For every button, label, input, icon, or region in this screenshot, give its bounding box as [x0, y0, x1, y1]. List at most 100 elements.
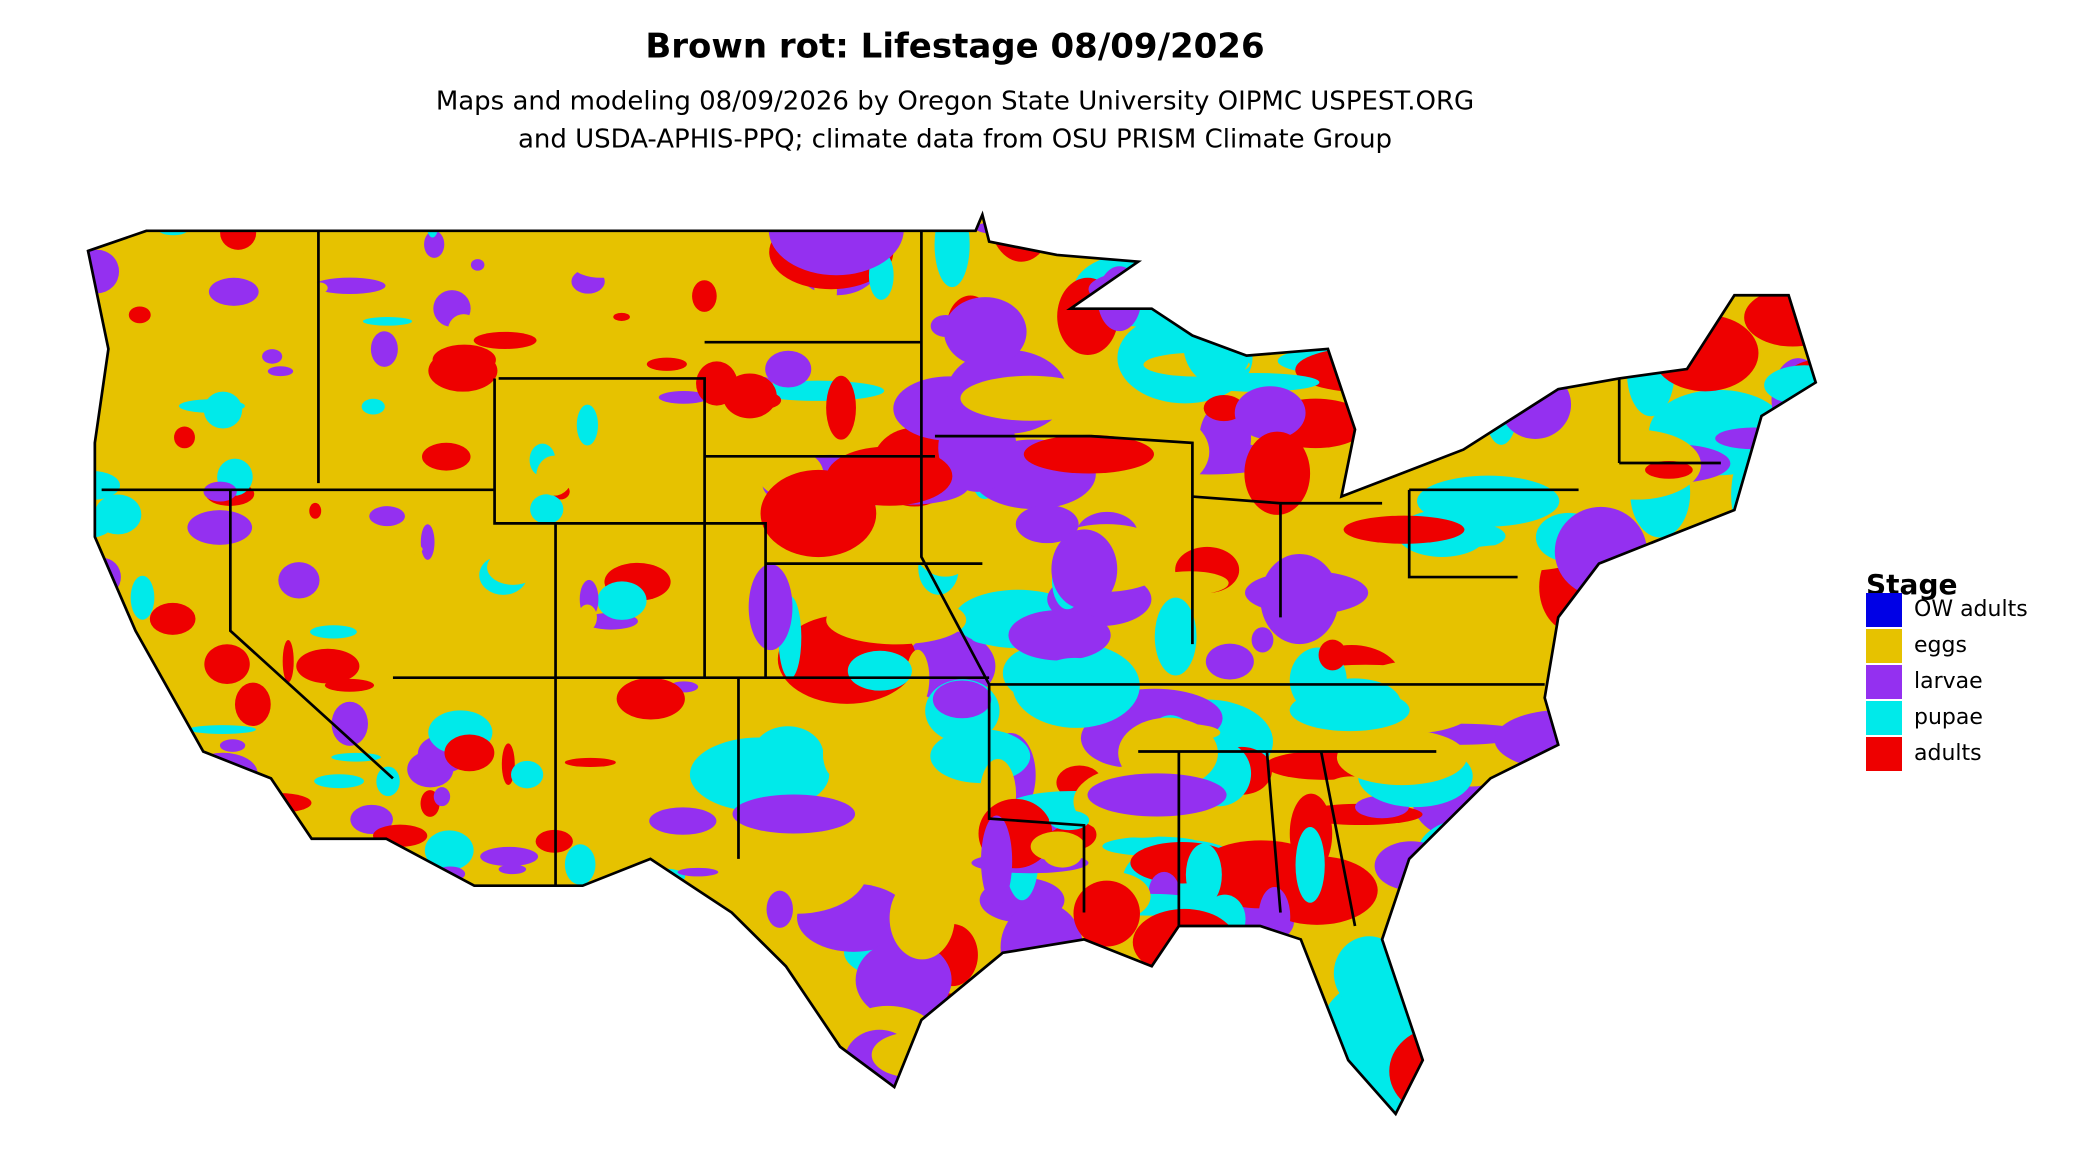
stage-patch [1474, 815, 1551, 856]
stage-patch [526, 536, 565, 555]
stage-patch [1782, 263, 1816, 304]
stage-patch [412, 946, 482, 987]
stage-patch [220, 216, 257, 250]
legend-label: OW adults [1914, 597, 2028, 622]
stage-patch [1015, 505, 1079, 544]
stage-patch [597, 581, 647, 620]
stage-patch [732, 794, 856, 834]
stage-patch [1607, 1003, 1670, 1052]
stage-patch [150, 512, 173, 543]
stage-patch [376, 766, 400, 797]
stage-patch [574, 255, 629, 278]
stage-patch [204, 644, 250, 685]
stage-patch [889, 876, 955, 960]
stage-patch [1525, 283, 1577, 350]
stage-patch [922, 1010, 1028, 1054]
stage-patch [826, 595, 967, 645]
legend-swatch [1866, 593, 1902, 627]
stage-patch [1539, 1006, 1633, 1091]
stage-patch [1389, 1027, 1488, 1114]
stage-patch [651, 971, 684, 986]
stage-patch [88, 917, 106, 940]
stage-patch [1450, 284, 1535, 370]
stage-patch [549, 218, 576, 230]
stage-patch [1244, 571, 1369, 615]
stage-patch [444, 734, 495, 772]
stage-patch [1455, 1044, 1491, 1114]
stage-patch [457, 655, 515, 697]
state-borders [86, 210, 1818, 1117]
stage-patch [536, 455, 573, 496]
stage-patch [752, 726, 824, 784]
stage-patch [1033, 1017, 1057, 1105]
stage-patch [1744, 288, 1816, 347]
stage-patch [1200, 957, 1264, 1042]
stage-patch [1111, 966, 1248, 1013]
stage-patch [779, 1110, 840, 1114]
stage-patch [1703, 677, 1798, 752]
stage-patch [157, 221, 190, 236]
stage-patch [1456, 912, 1572, 1002]
stage-patch [960, 375, 1100, 421]
legend-label: adults [1914, 741, 1982, 766]
stage-patch [576, 404, 599, 446]
stage-patch [765, 350, 812, 388]
stage-patch [1562, 985, 1693, 1070]
stage-patch [1614, 214, 1732, 273]
stage-patch [981, 815, 1013, 907]
stage-patch [331, 701, 368, 746]
stage-patch [1599, 693, 1664, 757]
stage-patch [1768, 1017, 1816, 1096]
stage-patch [1571, 313, 1648, 358]
stage-patch [403, 865, 424, 878]
stage-patch [267, 366, 294, 377]
legend-swatch [1866, 665, 1902, 699]
stage-patch [208, 277, 259, 306]
subtitle-line: and USDA-APHIS-PPQ; climate data from OS… [518, 125, 1392, 155]
stage-patch [1695, 922, 1816, 1005]
stage-patch [1606, 293, 1658, 370]
stage-patch [1341, 214, 1464, 271]
stage-patch [1258, 887, 1291, 948]
stage-patch [362, 317, 413, 326]
stage-patch [282, 640, 294, 683]
stage-patch [1030, 831, 1086, 862]
stage-patch [972, 957, 1106, 1043]
stage-patch [1540, 766, 1640, 822]
stage-patch [1448, 276, 1579, 327]
stage-patch [447, 314, 480, 349]
stage-patch [135, 952, 173, 975]
stage-patch [847, 650, 912, 691]
stage-patch [1562, 926, 1700, 999]
stage-patch [487, 549, 540, 585]
stage-patch [1101, 214, 1140, 266]
stage-patch [1498, 790, 1620, 842]
stage-patch [198, 767, 227, 776]
stage-patch [1734, 248, 1766, 285]
stage-patch [480, 846, 539, 867]
stage-patch [930, 729, 1031, 784]
stage-patch [511, 760, 544, 789]
map-title: Brown rot: Lifestage 08/09/2026 [645, 27, 1264, 67]
stage-patch [361, 398, 385, 415]
stage-patch [314, 774, 364, 789]
stage-patch [1251, 627, 1274, 653]
stage-patch [1573, 1072, 1630, 1104]
stage-patch [174, 677, 193, 694]
stage-patch [424, 830, 474, 871]
stage-patch [141, 1022, 160, 1051]
stage-patch [1647, 951, 1777, 999]
stage-patch [219, 739, 246, 752]
stage-patch [1151, 571, 1229, 595]
stage-patch [262, 349, 283, 364]
stage-patch [411, 932, 469, 957]
stage-patch [315, 981, 340, 1004]
stage-patch [1262, 245, 1380, 277]
stage-patch [296, 648, 360, 684]
stage-patch [209, 974, 239, 993]
stage-patch [1445, 214, 1482, 255]
stage-patch [178, 399, 245, 413]
stage-patch [504, 808, 526, 844]
stage-patch [1538, 811, 1563, 837]
